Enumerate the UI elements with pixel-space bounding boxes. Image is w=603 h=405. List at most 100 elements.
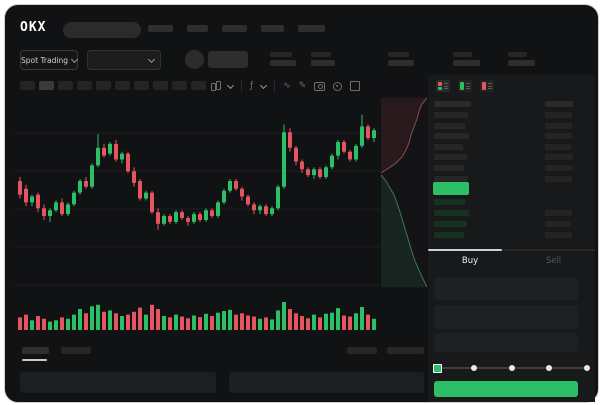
timeframe-button-1[interactable] xyxy=(39,81,54,90)
volume-bar xyxy=(132,311,136,330)
volume-bar xyxy=(216,312,220,330)
stat-label xyxy=(311,52,331,57)
lower-tab-0[interactable] xyxy=(22,347,49,354)
timeframe-button-2[interactable] xyxy=(58,81,73,90)
timeframe-button-6[interactable] xyxy=(134,81,149,90)
slider-stop-100[interactable] xyxy=(584,365,590,371)
volume-bar xyxy=(90,306,94,330)
slider-stop-0[interactable] xyxy=(433,363,442,373)
candle-body xyxy=(336,141,340,156)
slider-stop-50[interactable] xyxy=(508,365,515,371)
timeframe-button-7[interactable] xyxy=(153,81,168,90)
orderbook xyxy=(428,98,595,248)
lower-active-tab-underline xyxy=(22,359,47,361)
indicators-icon[interactable]: ƒ xyxy=(250,81,254,91)
candle-body xyxy=(138,180,142,199)
view-icon-color-column xyxy=(460,82,464,90)
nav-item-0[interactable] xyxy=(148,25,173,32)
volume-bar xyxy=(120,316,124,330)
slider-stop-75[interactable] xyxy=(546,365,553,371)
tab-sell[interactable]: Sell xyxy=(545,256,562,266)
orderbook-view-asks-icon[interactable] xyxy=(480,80,494,92)
stat-label xyxy=(270,52,292,57)
candlestick-chart[interactable] xyxy=(14,98,380,294)
timeframe-bar xyxy=(20,81,206,90)
chevron-down-icon[interactable] xyxy=(260,81,268,89)
ask-price[interactable] xyxy=(434,143,463,150)
candle-body xyxy=(282,132,286,187)
settings-icon[interactable] xyxy=(333,81,343,91)
draw-icon[interactable]: ✎ xyxy=(298,81,307,91)
amount-slider[interactable] xyxy=(433,363,590,373)
timeframe-button-4[interactable] xyxy=(96,81,111,90)
candle-body xyxy=(288,132,292,148)
search-input[interactable] xyxy=(63,22,141,38)
orderbook-view-bids-icon[interactable] xyxy=(458,80,472,92)
bid-price[interactable] xyxy=(434,232,464,238)
lower-right-control-0[interactable] xyxy=(347,347,377,354)
candle-body xyxy=(366,126,370,139)
candle-body xyxy=(30,196,34,203)
volume-bar xyxy=(252,316,256,330)
volume-bar xyxy=(138,307,142,330)
timeframe-button-0[interactable] xyxy=(20,81,35,90)
candle-body xyxy=(306,169,310,176)
fullscreen-icon[interactable] xyxy=(350,81,361,91)
depth-chart xyxy=(381,97,427,288)
chart-type-icon[interactable] xyxy=(211,81,221,91)
lower-tab-1[interactable] xyxy=(61,347,91,354)
market-type-dropdown[interactable]: Spot Trading xyxy=(20,50,79,70)
volume-bar xyxy=(294,313,298,330)
last-price-bar[interactable] xyxy=(433,182,469,195)
nav-item-1[interactable] xyxy=(187,25,208,32)
nav-item-3[interactable] xyxy=(261,25,284,32)
lower-right-control-1[interactable] xyxy=(387,347,424,354)
volume-bar xyxy=(204,313,208,330)
nav-item-4[interactable] xyxy=(298,25,325,32)
ask-price[interactable] xyxy=(434,133,469,140)
timeframe-button-5[interactable] xyxy=(115,81,130,90)
stat-group-2 xyxy=(388,52,414,66)
stat-label xyxy=(453,52,472,57)
volume-bar xyxy=(246,315,250,330)
timeframe-button-8[interactable] xyxy=(172,81,187,90)
camera-icon[interactable] xyxy=(314,81,326,91)
chevron-down-icon xyxy=(260,81,268,89)
total-field[interactable] xyxy=(434,333,578,352)
bid-price[interactable] xyxy=(434,221,467,227)
volume-bar xyxy=(36,316,40,330)
ask-price[interactable] xyxy=(434,122,465,129)
ask-price[interactable] xyxy=(434,112,468,118)
orderbook-view-both-icon[interactable] xyxy=(436,80,450,92)
ask-price[interactable] xyxy=(434,165,464,171)
candle-body xyxy=(144,192,148,199)
nav-item-2[interactable] xyxy=(222,25,247,32)
timeframe-button-3[interactable] xyxy=(77,81,92,90)
chevron-down-icon xyxy=(226,81,235,89)
candle-body xyxy=(174,212,178,222)
price-field[interactable] xyxy=(434,277,578,300)
ask-price[interactable] xyxy=(434,175,468,182)
tab-buy[interactable]: Buy xyxy=(461,256,479,266)
volume-bar xyxy=(30,320,34,330)
pair-name-placeholder[interactable] xyxy=(208,51,248,68)
bid-price[interactable] xyxy=(434,210,469,216)
candle-body xyxy=(102,147,106,156)
volume-bar xyxy=(108,310,112,330)
line-tool-icon[interactable]: ∿ xyxy=(283,81,291,91)
timeframe-button-9[interactable] xyxy=(191,81,206,90)
bids-color xyxy=(438,86,442,90)
ask-amount xyxy=(545,143,571,150)
candle-body xyxy=(330,155,334,168)
candle-body xyxy=(162,216,166,224)
candle-body xyxy=(348,151,352,160)
slider-stop-25[interactable] xyxy=(470,365,477,371)
amount-field[interactable] xyxy=(434,305,578,329)
chevron-down-icon[interactable] xyxy=(226,81,235,89)
buy-button[interactable] xyxy=(434,381,578,397)
candle-body xyxy=(294,147,298,162)
ask-price[interactable] xyxy=(434,154,467,161)
pair-selector-dropdown[interactable] xyxy=(87,50,161,70)
bid-price[interactable] xyxy=(434,199,465,205)
ask-amount xyxy=(545,112,572,118)
